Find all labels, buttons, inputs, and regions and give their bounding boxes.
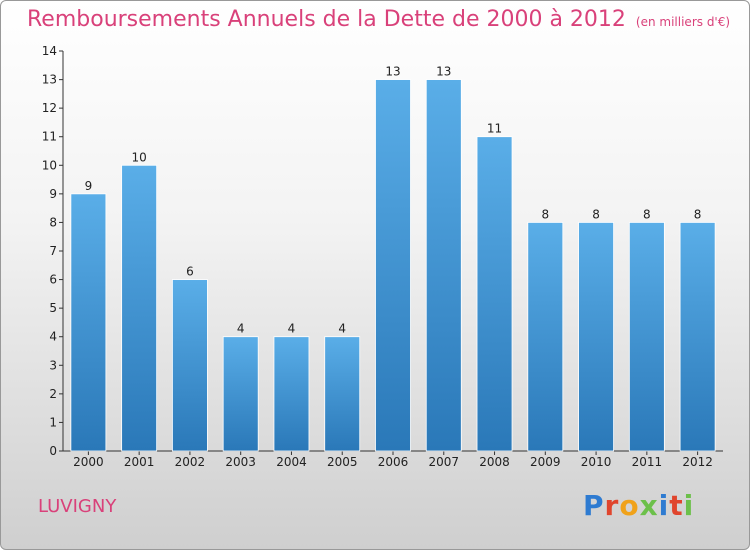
y-tick-label: 13 [42,73,57,87]
bar-value-label: 8 [643,207,651,221]
bars [70,79,716,452]
bar [476,136,513,452]
logo-letter: i [683,489,695,522]
x-tick-label: 2003 [225,455,256,469]
bar-value-label: 6 [186,265,194,279]
proxiti-logo: Proxiti [583,489,694,522]
bar-value-label: 8 [694,207,702,221]
bar-value-label: 4 [338,322,346,336]
logo-letter: i [658,489,670,522]
y-tick-label: 6 [49,273,57,287]
logo-letter: x [639,489,659,522]
bar-value-label: 4 [288,322,296,336]
bar [222,336,259,452]
bar [172,279,208,452]
bar-value-label: 13 [385,65,400,79]
x-tick-label: 2012 [682,455,713,469]
y-tick-label: 12 [42,101,57,115]
x-tick-label: 2008 [479,455,510,469]
bar [628,222,665,452]
bar [679,222,716,452]
y-tick-label: 8 [49,215,57,229]
logo-letter: P [583,489,605,522]
x-tick-label: 2007 [428,455,459,469]
bar-value-label: 9 [85,179,93,193]
logo-letter: r [604,489,620,522]
y-tick-label: 3 [49,358,57,372]
chart-subtitle: (en milliers d'€) [635,15,731,29]
y-tick-label: 10 [42,158,57,172]
y-tick-label: 11 [42,130,57,144]
x-tick-label: 2006 [378,455,409,469]
bar-value-label: 8 [541,207,549,221]
bar-value-label: 4 [237,322,245,336]
x-tick-label: 2004 [276,455,307,469]
logo-letter: t [669,489,684,522]
x-tick-label: 2000 [73,455,104,469]
bar-value-label: 11 [487,122,502,136]
x-tick-label: 2010 [581,455,612,469]
bar [70,193,107,452]
bar [425,79,462,452]
y-tick-label: 7 [49,244,57,258]
y-tick-label: 14 [42,44,57,58]
y-tick-label: 1 [49,415,57,429]
y-tick-label: 2 [49,387,57,401]
bar [578,222,614,452]
bar-value-label: 10 [132,150,147,164]
bar [527,222,564,452]
bar [324,336,361,452]
y-tick-label: 5 [49,301,57,315]
x-tick-label: 2002 [175,455,206,469]
bar-value-label: 13 [436,65,451,79]
bar [273,336,310,452]
x-tick-label: 2005 [327,455,358,469]
bar-value-label: 8 [592,207,600,221]
bar [121,164,158,452]
x-tick-label: 2011 [632,455,663,469]
place-name: LUVIGNY [38,496,117,517]
y-tick-label: 0 [49,444,57,458]
labels: 9 10 6 4 4 4 13 13 11 8 8 8 8 [85,65,702,336]
y-tick-label: 9 [49,187,57,201]
chart-title: Remboursements Annuels de la Dette de 20… [27,7,730,32]
chart-title-text: Remboursements Annuels de la Dette de 20… [27,7,626,32]
x-tick-label: 2009 [530,455,561,469]
logo-letter: o [619,489,640,522]
bar [375,79,411,452]
y-tick-label: 4 [49,330,57,344]
x-tick-label: 2001 [124,455,155,469]
